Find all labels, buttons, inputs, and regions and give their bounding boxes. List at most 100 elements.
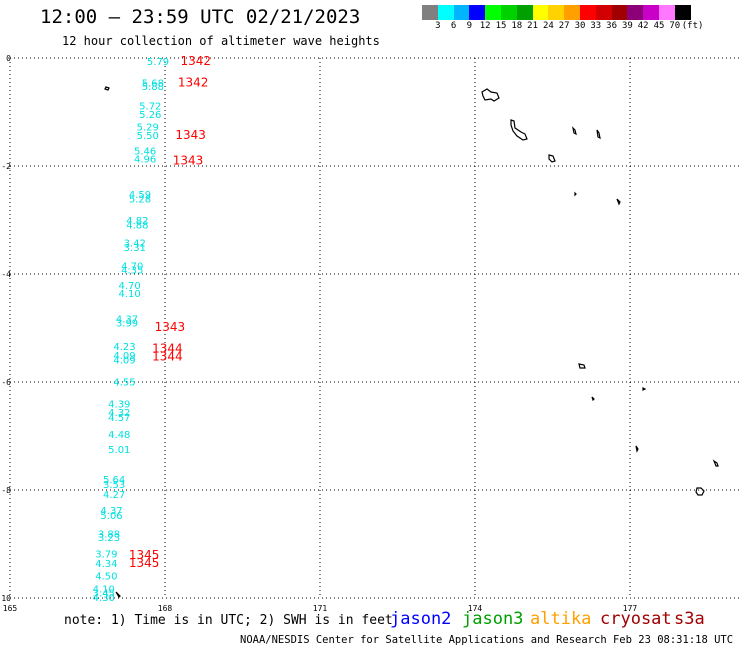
legend-swatch xyxy=(548,5,565,20)
wave-height-value: 4.82 xyxy=(126,216,148,227)
y-tick-label: -8 xyxy=(1,486,11,495)
legend-jason3: jason3 xyxy=(462,609,524,629)
x-tick-label: 168 xyxy=(158,604,173,613)
wave-height-value: 3.88 xyxy=(98,530,120,541)
island-outline xyxy=(510,119,528,141)
legend-swatch xyxy=(516,5,533,20)
legend-label: (ft) xyxy=(681,21,704,31)
x-tick-label: 171 xyxy=(313,604,328,613)
wave-height-value: 3.23 xyxy=(98,533,120,544)
legend-label: 12 xyxy=(479,21,491,31)
wave-height-value: 3.53 xyxy=(103,480,125,491)
legend-swatch xyxy=(453,5,470,20)
island-outline xyxy=(574,191,577,197)
legend-swatch xyxy=(627,5,644,20)
wave-height-value: 4.30 xyxy=(93,593,115,604)
legend-swatch xyxy=(532,5,549,20)
island-outline xyxy=(548,154,556,163)
legend-label: 21 xyxy=(527,21,539,31)
y-tick-label: -2 xyxy=(1,162,11,171)
legend-label: 45 xyxy=(653,21,665,31)
pass-time-label: 1344 xyxy=(152,350,183,364)
wave-height-value: 3.99 xyxy=(116,319,138,330)
legend-swatch xyxy=(500,5,517,20)
wave-height-value: 4.96 xyxy=(134,154,156,165)
legend-jason2: jason2 xyxy=(390,609,452,629)
wave-height-value: 4.27 xyxy=(103,490,125,501)
wave-height-value: 4.23 xyxy=(113,342,135,353)
legend-cryosat: cryosat xyxy=(600,609,672,629)
wave-height-value: 5.06 xyxy=(100,511,122,522)
footer-note: note: 1) Time is in UTC; 2) SWH is in fe… xyxy=(64,613,393,628)
legend-label: 39 xyxy=(621,21,633,31)
x-tick-label: 165 xyxy=(3,604,18,613)
wave-height-value: 4.37 xyxy=(116,314,138,325)
wave-height-value: 5.68 xyxy=(142,78,164,89)
wave-height-value: 5.26 xyxy=(139,110,161,121)
legend-swatch xyxy=(674,5,691,20)
legend-swatch xyxy=(437,5,454,20)
pass-time-label: 1343 xyxy=(155,320,186,334)
wave-height-value: 4.34 xyxy=(95,559,117,570)
wave-height-value: 5.88 xyxy=(142,82,164,93)
y-tick-label: -4 xyxy=(1,270,11,279)
y-tick-label: -6 xyxy=(1,378,11,387)
map-title: 12:00 — 23:59 UTC 02/21/2023 xyxy=(40,6,361,28)
wave-height-value: 4.88 xyxy=(126,220,148,231)
island-outline xyxy=(616,198,621,206)
color-legend xyxy=(422,5,691,20)
wave-height-value: 3.42 xyxy=(124,239,146,250)
wave-height-value: 4.37 xyxy=(100,506,122,517)
legend-label: 36 xyxy=(606,21,618,31)
island-outline xyxy=(481,88,500,102)
wave-height-value: 5.64 xyxy=(103,475,125,486)
wave-height-value: 4.39 xyxy=(108,400,130,411)
wave-height-value: 3.31 xyxy=(124,243,146,254)
island-outline xyxy=(635,445,639,453)
legend-label: 6 xyxy=(450,21,457,31)
wave-height-value: 4.10 xyxy=(93,584,115,595)
legend-label: 24 xyxy=(542,21,554,31)
legend-swatch xyxy=(611,5,628,20)
legend-label: 15 xyxy=(495,21,507,31)
legend-swatch xyxy=(579,5,596,20)
wave-height-value: 4.48 xyxy=(108,430,130,441)
legend-swatch xyxy=(658,5,675,20)
legend-label: 30 xyxy=(574,21,586,31)
pass-time-label: 1342 xyxy=(178,75,209,89)
legend-label: 3 xyxy=(435,21,441,31)
map-subtitle: 12 hour collection of altimeter wave hei… xyxy=(62,34,380,48)
pass-time-label: 1345 xyxy=(129,556,160,570)
wave-height-value: 4.57 xyxy=(108,413,130,424)
wave-height-value: 3.45 xyxy=(93,589,115,600)
island-outline xyxy=(695,487,705,496)
legend-label: 70 xyxy=(669,21,681,31)
island-outlines xyxy=(104,86,719,598)
pass-time-label: 1344 xyxy=(152,342,183,356)
pass-time-label: 1343 xyxy=(175,128,206,142)
wave-height-value: 4.59 xyxy=(129,190,151,201)
island-outline xyxy=(642,387,647,391)
legend-swatch xyxy=(564,5,580,20)
wave-height-value: 4.55 xyxy=(113,377,135,388)
legend-swatch xyxy=(469,5,486,20)
island-outline xyxy=(104,86,110,91)
legend-swatch xyxy=(485,5,501,20)
wave-height-labels: 5.79 5.685.88 5.725.26 5.295.50 5.464.96 4.59… xyxy=(93,57,170,604)
island-outline xyxy=(578,363,586,369)
wave-height-value: 4.09 xyxy=(113,355,135,366)
legend-swatch xyxy=(595,5,612,20)
legend-swatch xyxy=(643,5,659,20)
legend-label: 9 xyxy=(466,21,473,31)
wave-height-value: 5.50 xyxy=(137,131,159,142)
color-legend-labels: 3 6 9 12 15 18 21 24 27 30 33 36 39 42 45 70 (ft) xyxy=(422,21,740,33)
wave-height-value: 4.10 xyxy=(119,289,141,300)
island-outline xyxy=(712,459,719,467)
wave-height-value: 4.70 xyxy=(119,281,141,292)
legend-label: 18 xyxy=(511,21,523,31)
pass-time-label: 1343 xyxy=(173,154,204,168)
legend-label: 33 xyxy=(590,21,602,31)
credit-line: NOAA/NESDIS Center for Satellite Applica… xyxy=(240,634,740,646)
legend-swatch xyxy=(422,5,438,20)
